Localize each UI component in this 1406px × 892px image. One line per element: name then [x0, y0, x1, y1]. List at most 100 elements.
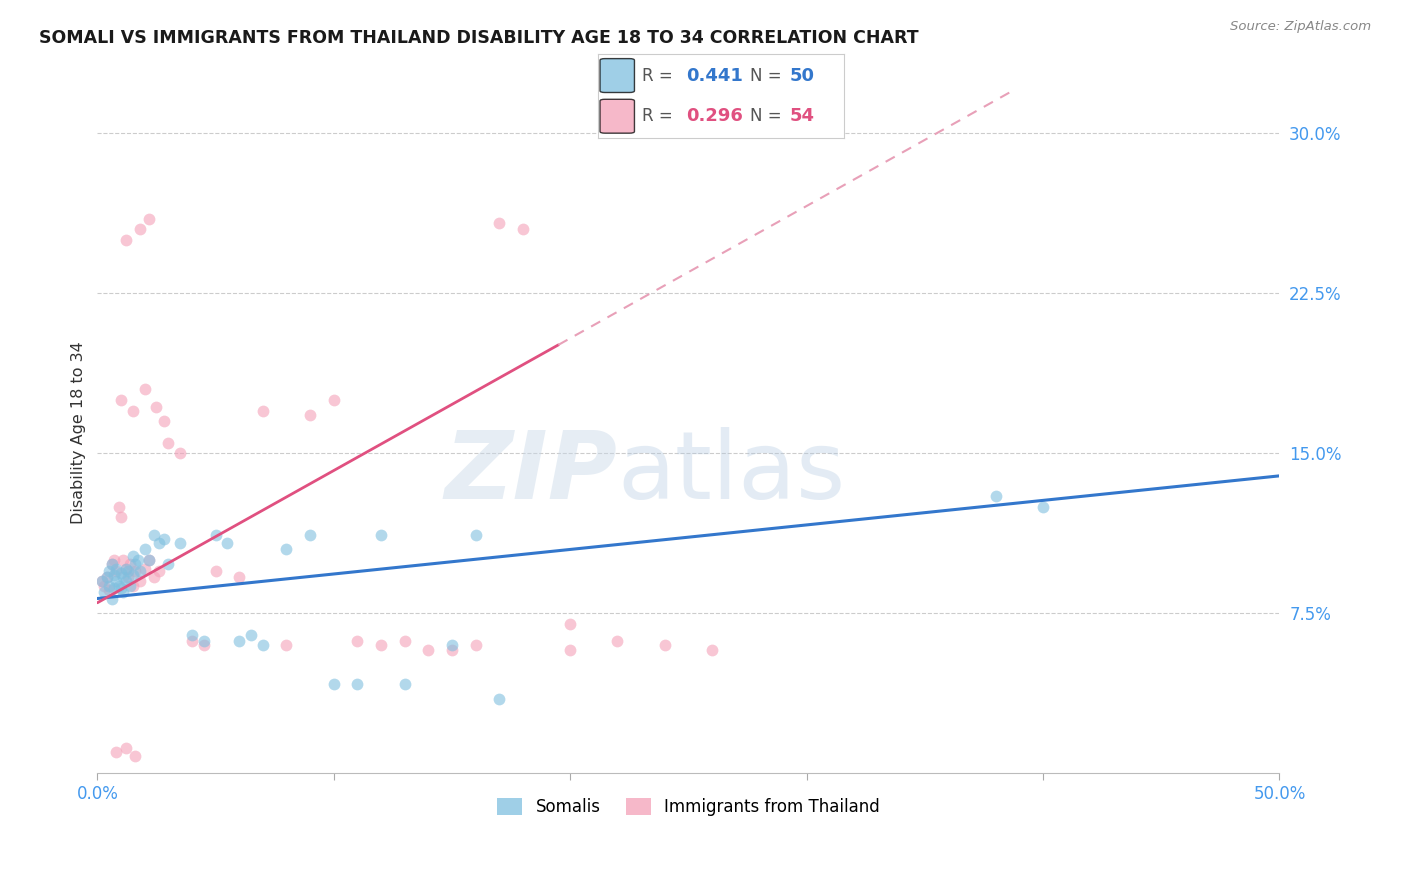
- Point: [299, 527, 322, 541]
- Point: [100, 558, 122, 572]
- Point: [193, 634, 215, 648]
- FancyBboxPatch shape: [600, 99, 634, 133]
- Point: [110, 510, 132, 524]
- Point: [276, 639, 298, 653]
- Point: [138, 553, 160, 567]
- Point: [124, 564, 146, 578]
- Point: [322, 393, 344, 408]
- Point: [169, 536, 191, 550]
- Point: [93, 585, 115, 599]
- Point: [114, 561, 136, 575]
- Point: [440, 642, 463, 657]
- Point: [370, 639, 392, 653]
- Point: [114, 574, 136, 589]
- Point: [152, 532, 174, 546]
- Point: [107, 579, 129, 593]
- Text: 0.296: 0.296: [686, 107, 742, 125]
- Point: [560, 642, 582, 657]
- Text: ZIP: ZIP: [444, 427, 617, 519]
- Point: [143, 527, 166, 541]
- Point: [157, 435, 180, 450]
- Y-axis label: Disability Age 18 to 34: Disability Age 18 to 34: [72, 341, 86, 524]
- Point: [121, 579, 143, 593]
- Point: [103, 553, 125, 567]
- Text: SOMALI VS IMMIGRANTS FROM THAILAND DISABILITY AGE 18 TO 34 CORRELATION CHART: SOMALI VS IMMIGRANTS FROM THAILAND DISAB…: [39, 29, 920, 46]
- Text: 50: 50: [790, 67, 814, 85]
- Point: [700, 642, 723, 657]
- Point: [1032, 500, 1054, 514]
- Point: [169, 446, 191, 460]
- Point: [488, 216, 510, 230]
- Text: N =: N =: [751, 107, 787, 125]
- Point: [129, 564, 152, 578]
- Point: [299, 408, 322, 422]
- Text: 54: 54: [790, 107, 814, 125]
- Point: [606, 634, 628, 648]
- Point: [105, 574, 128, 589]
- Point: [110, 566, 132, 580]
- Point: [134, 561, 156, 575]
- Point: [654, 639, 676, 653]
- Point: [107, 500, 129, 514]
- Point: [204, 527, 226, 541]
- Point: [124, 749, 146, 764]
- Point: [418, 642, 440, 657]
- Point: [138, 553, 160, 567]
- Point: [228, 634, 250, 648]
- Point: [346, 677, 368, 691]
- Point: [105, 564, 128, 578]
- Text: 0.441: 0.441: [686, 67, 742, 85]
- Point: [152, 414, 174, 428]
- Point: [103, 568, 125, 582]
- Point: [394, 677, 416, 691]
- Point: [98, 579, 121, 593]
- Point: [117, 570, 139, 584]
- Point: [138, 211, 160, 226]
- Point: [120, 579, 142, 593]
- Point: [100, 591, 122, 606]
- Point: [134, 383, 156, 397]
- Point: [91, 574, 114, 589]
- Point: [110, 581, 132, 595]
- Text: N =: N =: [751, 67, 787, 85]
- Point: [180, 634, 202, 648]
- Text: R =: R =: [641, 67, 678, 85]
- Point: [217, 536, 239, 550]
- Point: [127, 553, 149, 567]
- Point: [322, 677, 344, 691]
- Point: [464, 639, 486, 653]
- Point: [143, 570, 166, 584]
- Point: [464, 527, 486, 541]
- Point: [512, 222, 534, 236]
- Point: [120, 558, 142, 572]
- Point: [103, 581, 125, 595]
- Point: [93, 579, 115, 593]
- Point: [91, 574, 114, 589]
- Point: [112, 570, 135, 584]
- Point: [129, 222, 152, 236]
- Point: [276, 542, 298, 557]
- FancyBboxPatch shape: [600, 59, 634, 93]
- Point: [105, 745, 128, 759]
- Point: [114, 740, 136, 755]
- Point: [252, 404, 274, 418]
- Point: [96, 570, 118, 584]
- Point: [145, 400, 167, 414]
- Text: atlas: atlas: [617, 427, 846, 519]
- Point: [121, 404, 143, 418]
- Point: [100, 558, 122, 572]
- Point: [984, 489, 1007, 503]
- Point: [117, 564, 139, 578]
- Point: [346, 634, 368, 648]
- Text: R =: R =: [641, 107, 678, 125]
- Point: [134, 542, 156, 557]
- Text: Source: ZipAtlas.com: Source: ZipAtlas.com: [1230, 20, 1371, 33]
- Point: [157, 558, 180, 572]
- Point: [394, 634, 416, 648]
- Point: [180, 628, 202, 642]
- Point: [228, 570, 250, 584]
- Point: [98, 564, 121, 578]
- Point: [204, 564, 226, 578]
- Point: [114, 561, 136, 575]
- Point: [440, 639, 463, 653]
